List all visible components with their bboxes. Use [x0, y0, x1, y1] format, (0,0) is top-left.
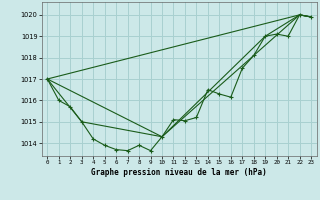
X-axis label: Graphe pression niveau de la mer (hPa): Graphe pression niveau de la mer (hPa) [91, 168, 267, 177]
